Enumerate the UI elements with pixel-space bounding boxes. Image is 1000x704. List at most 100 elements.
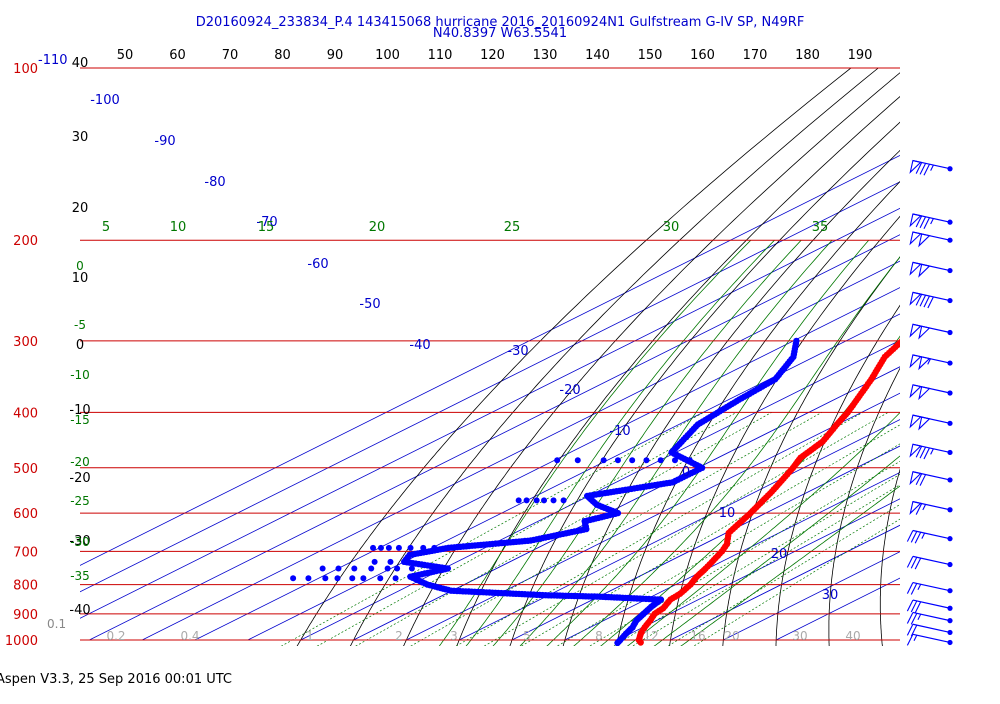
isotherm-line [511,445,900,641]
dewpoint-point [371,558,378,565]
moist-adiabat-label: 15 [258,220,275,235]
isotherm-label: -40 [409,338,430,353]
left-green-label: -25 [70,494,90,508]
wind-barb-pennant [909,471,922,486]
pressure-label: 1000 [5,634,38,649]
dry-adiabat-line [775,304,900,646]
wind-barb [909,261,953,278]
wind-barb-full-flag [914,601,922,614]
moist-adiabat-line [653,455,900,646]
wind-barb-full-flag [923,217,930,229]
isotherm-line [80,154,900,566]
dewpoint-point [523,497,530,504]
dewpoint-point [290,575,297,582]
dewpoint-point [657,457,664,464]
dewpoint-point [368,565,375,572]
wind-barb-full-flag [919,163,927,175]
isotherm-lines [80,154,900,641]
wind-barb-half-flag [930,164,934,171]
isotherm-line [194,287,900,641]
top-axis-label: 170 [743,48,768,63]
top-axis-label: 80 [274,48,291,63]
wind-barb [906,633,953,646]
mixing-ratio-line [589,460,900,646]
wind-barb-full-flag [906,556,914,568]
wind-barbs [906,159,953,646]
isotherm-label: -70 [256,215,277,230]
wind-barb-full-flag [919,474,927,486]
wind-barb-staff [912,633,951,644]
wind-barb-full-flag [914,557,922,570]
wind-barb [909,231,953,248]
wind-barb-full-flag [906,530,914,542]
isotherm-label: -10 [609,424,630,439]
wind-barb-full-flag [919,216,927,229]
mixing-ratio-line [556,443,900,646]
left-inner-label: 30 [72,130,89,145]
mixing-ratio-line [631,484,900,646]
dry-adiabat-line [616,180,900,646]
pressure-label: 400 [13,406,38,421]
wind-barb-full-flag [906,599,914,612]
wind-barb-pennant [909,414,922,429]
isotherm-label: 10 [719,506,736,521]
wind-barb-pennant [918,263,931,278]
wind-barb-staff [912,611,951,622]
dewpoint-point [793,337,800,345]
left-green-label: -35 [70,569,90,583]
wind-barb [909,291,953,309]
wind-barb-full-flag [910,613,918,625]
corner-isotherm-label: -110 [38,53,68,68]
dry-adiabat-line [879,468,900,646]
mixing-ratio-label: 0.2 [106,629,125,643]
mixing-ratio-label: 1 [306,629,314,643]
isotherm-line [564,471,900,641]
left-inner-label: 20 [72,201,89,216]
moist-adiabat-label: 30 [663,220,680,235]
dewpoint-point [395,544,402,551]
isotherm-line [406,392,900,641]
pressure-label: 700 [13,545,38,560]
wind-barb-half-flag [930,448,934,455]
wind-barb [909,414,953,431]
dry-adiabat-line [562,149,900,646]
mixing-ratio-line [483,412,889,646]
dewpoint-point [351,565,358,572]
dewpoint-point [370,544,377,551]
mixing-ratio-line [520,424,900,646]
wind-barb-pennant [918,416,931,431]
dewpoint-point [360,575,367,582]
isotherm-line [670,524,900,641]
left-green-label: -10 [70,368,90,382]
moist-adiabat-label: 35 [812,220,829,235]
wind-barb-pennant [918,386,931,401]
footer-text: Aspen V3.3, 25 Sep 2016 00:01 UTC [0,672,232,687]
mixing-ratio-label: 12 [643,629,658,643]
wind-barb-full-flag [923,295,930,308]
moist-adiabat-line [546,239,870,646]
dewpoint-point [671,457,678,464]
isotherm-line [353,366,900,641]
wind-barb-full-flag [915,162,923,174]
wind-barb-full-flag [923,447,930,460]
wind-barb-pennant [918,233,931,248]
left-inner-label: -30 [69,534,90,549]
dewpoint-point [385,544,392,551]
wind-barb-pennant [918,356,931,371]
chart-subtitle: N40.8397 W63.5541 [433,26,567,41]
wind-barb-full-flag [915,503,923,515]
left-inner-label: -10 [69,403,90,418]
wind-barb-full-flag [906,582,914,594]
dewpoint-point [420,544,427,551]
isotherm-line [80,181,900,593]
top-axis-label: 130 [533,48,558,63]
wind-barb-pennant [909,384,922,399]
dewpoint-point [335,565,342,572]
pressure-label: 100 [13,62,38,77]
isotherm-line [458,419,900,641]
isotherm-label: -100 [90,93,120,108]
mixing-ratio-label: 2 [395,629,403,643]
isotherm-label: -50 [359,297,380,312]
wind-barb-full-flag [906,612,914,624]
wind-barb-half-flag [922,504,927,511]
